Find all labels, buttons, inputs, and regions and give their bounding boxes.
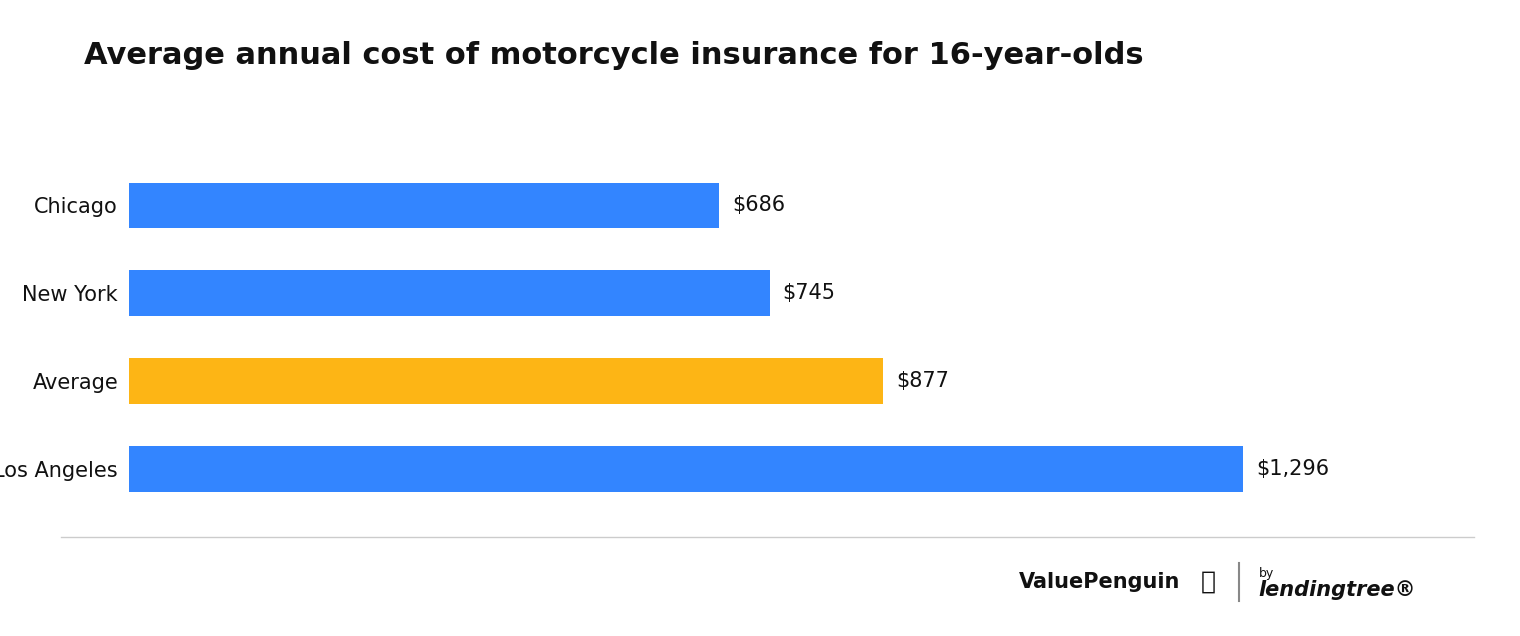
Text: lendingtree®: lendingtree® [1259,580,1417,600]
Bar [129,270,769,316]
Text: $1,296: $1,296 [1256,459,1330,479]
Bar [129,446,1243,492]
Text: $686: $686 [731,195,784,216]
Text: ValuePenguin: ValuePenguin [1018,572,1180,592]
Text: Average annual cost of motorcycle insurance for 16-year-olds: Average annual cost of motorcycle insura… [84,41,1143,71]
Bar [129,183,719,228]
Text: by: by [1259,567,1274,580]
Bar [129,358,883,404]
Text: $877: $877 [895,371,948,391]
Text: $745: $745 [783,283,836,303]
Text: ⧆: ⧆ [1201,570,1216,594]
